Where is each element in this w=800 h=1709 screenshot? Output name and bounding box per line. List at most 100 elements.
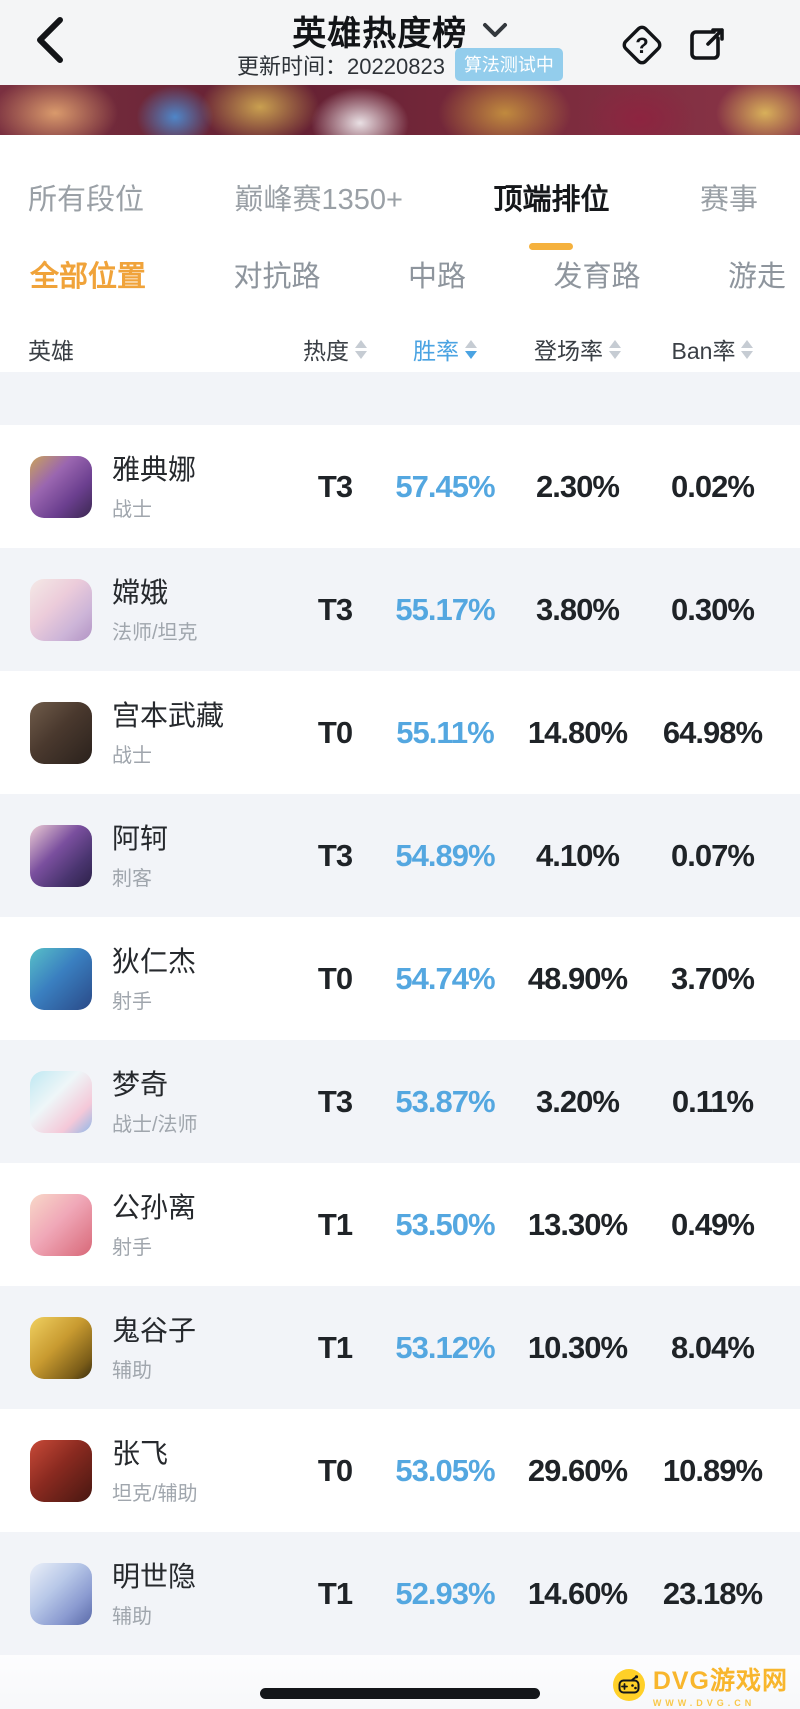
pick-rate: 13.30% (527, 1206, 628, 1242)
postab-mid-lane[interactable]: 中路 (407, 260, 466, 293)
heat-tier: T3 (317, 837, 353, 873)
hero-row-mengqi[interactable]: 梦奇 战士/法师 T3 53.87% 3.20% 0.11% (0, 1040, 800, 1163)
hero-avatar (30, 947, 92, 1010)
hero-row-yadianna[interactable]: 雅典娜 战士 T3 57.45% 2.30% 0.02% (0, 425, 800, 548)
hero-name: 张飞 (112, 1437, 169, 1469)
col-heat-sort[interactable]: 热度 (285, 332, 385, 366)
col-hero: 英雄 (28, 338, 74, 364)
win-rate: 55.17% (395, 591, 495, 627)
win-rate: 53.50% (395, 1206, 495, 1242)
status-badge: 算法测试中 (454, 48, 563, 81)
hero-name: 宫本武藏 (112, 699, 225, 731)
hero-role: 辅助 (112, 1605, 152, 1628)
win-rate: 54.89% (395, 837, 495, 873)
hero-role: 辅助 (112, 1359, 152, 1382)
pick-rate: 29.60% (527, 1452, 628, 1488)
postab-all-positions[interactable]: 全部位置 (30, 260, 147, 293)
hero-avatar (30, 824, 92, 887)
heat-tier: T1 (317, 1575, 353, 1611)
watermark-url: WWW.DVG.CN (652, 1698, 756, 1708)
hero-row-guiguzi[interactable]: 鬼谷子 辅助 T1 53.12% 10.30% 8.04% (0, 1286, 800, 1409)
hero-role: 射手 (112, 990, 152, 1013)
ban-rate: 8.04% (671, 1329, 755, 1365)
ban-rate: 0.07% (671, 837, 755, 873)
home-indicator (260, 1688, 540, 1699)
hero-avatar (30, 1439, 92, 1502)
position-tab-bar: 全部位置 对抗路 中路 发育路 游走 (0, 245, 800, 302)
help-icon[interactable]: ? (619, 22, 665, 68)
hero-avatar (30, 1193, 92, 1256)
table-header: 英雄 热度 胜率 登场率 Ban率 (0, 302, 800, 372)
update-time-label: 更新时间：20220823 (237, 53, 445, 79)
heat-tier: T1 (317, 1206, 353, 1242)
svg-text:?: ? (635, 33, 648, 58)
hero-row-mingshiyin[interactable]: 明世隐 辅助 T1 52.93% 14.60% 23.18% (0, 1532, 800, 1655)
col-pickrate-sort[interactable]: 登场率 (505, 332, 650, 366)
win-rate: 54.74% (395, 960, 495, 996)
hero-row-gongbenwuzang[interactable]: 宫本武藏 战士 T0 55.11% 14.80% 64.98% (0, 671, 800, 794)
table-top-spacer (0, 372, 800, 425)
hero-name: 鬼谷子 (112, 1314, 197, 1346)
hero-avatar (30, 1562, 92, 1625)
hero-role: 战士 (112, 744, 152, 767)
hero-row-ake[interactable]: 阿轲 刺客 T3 54.89% 4.10% 0.07% (0, 794, 800, 917)
hero-row-zhangfei[interactable]: 张飞 坦克/辅助 T0 53.05% 29.60% 10.89% (0, 1409, 800, 1532)
pick-rate: 4.10% (536, 837, 620, 873)
hero-role: 射手 (112, 1236, 152, 1259)
pick-rate: 14.80% (527, 714, 628, 750)
sort-asc-icon (355, 339, 367, 348)
sort-asc-icon (465, 339, 477, 348)
sort-desc-icon-active (465, 350, 477, 359)
watermark: DVG游戏网 WWW.DVG.CN (612, 1661, 788, 1708)
rank-tab-bar: 所有段位 巅峰赛1350+ 顶端排位 赛事 (0, 135, 800, 250)
ban-rate: 64.98% (662, 714, 763, 750)
sort-desc-icon (609, 350, 621, 359)
hero-name: 阿轲 (112, 822, 169, 854)
hero-name: 狄仁杰 (112, 945, 197, 977)
hero-name: 明世隐 (112, 1560, 197, 1592)
win-rate: 52.93% (395, 1575, 495, 1611)
hero-row-change[interactable]: 嫦娥 法师/坦克 T3 55.17% 3.80% 0.30% (0, 548, 800, 671)
sort-desc-icon (355, 350, 367, 359)
postab-clash-lane[interactable]: 对抗路 (233, 260, 321, 293)
back-icon[interactable] (30, 16, 70, 64)
win-rate: 53.12% (395, 1329, 495, 1365)
pick-rate: 10.30% (527, 1329, 628, 1365)
chevron-down-icon[interactable] (482, 21, 508, 39)
heat-tier: T3 (317, 1083, 353, 1119)
hero-name: 梦奇 (112, 1068, 169, 1100)
heat-tier: T3 (317, 468, 353, 504)
pick-rate: 14.60% (527, 1575, 628, 1611)
heat-tier: T0 (317, 960, 353, 996)
ban-rate: 0.49% (671, 1206, 755, 1242)
hero-row-direnjie[interactable]: 狄仁杰 射手 T0 54.74% 48.90% 3.70% (0, 917, 800, 1040)
col-winrate-sort[interactable]: 胜率 (385, 332, 505, 366)
ban-rate: 10.89% (662, 1452, 763, 1488)
pick-rate: 3.20% (536, 1083, 620, 1119)
hero-avatar (30, 1316, 92, 1379)
sort-desc-icon (741, 350, 754, 359)
postab-farm-lane[interactable]: 发育路 (553, 260, 641, 293)
ban-rate: 0.02% (671, 468, 755, 504)
heat-tier: T0 (317, 714, 353, 750)
postab-roam[interactable]: 游走 (727, 260, 786, 293)
hero-name: 公孙离 (112, 1191, 197, 1223)
hero-avatar (30, 578, 92, 641)
col-banrate-sort[interactable]: Ban率 (650, 332, 775, 366)
hero-role: 战士 (112, 498, 152, 521)
hero-role: 法师/坦克 (112, 621, 198, 644)
hero-artwork-banner (0, 85, 800, 135)
heat-tier: T1 (317, 1329, 353, 1365)
hero-role: 刺客 (112, 867, 152, 890)
tab-peak-1350[interactable]: 巅峰赛1350+ (234, 184, 403, 216)
hero-name: 嫦娥 (112, 576, 169, 608)
sort-asc-icon (609, 339, 621, 348)
page-title[interactable]: 英雄热度榜 (292, 15, 468, 53)
hero-row-gongsunli[interactable]: 公孙离 射手 T1 53.50% 13.30% 0.49% (0, 1163, 800, 1286)
hero-avatar (30, 455, 92, 518)
tab-all-ranks[interactable]: 所有段位 (28, 184, 145, 216)
tab-top-ranked[interactable]: 顶端排位 (493, 176, 609, 250)
footer: DVG游戏网 WWW.DVG.CN (0, 1655, 800, 1709)
share-icon[interactable] (684, 22, 730, 68)
tab-esports[interactable]: 赛事 (699, 184, 758, 216)
